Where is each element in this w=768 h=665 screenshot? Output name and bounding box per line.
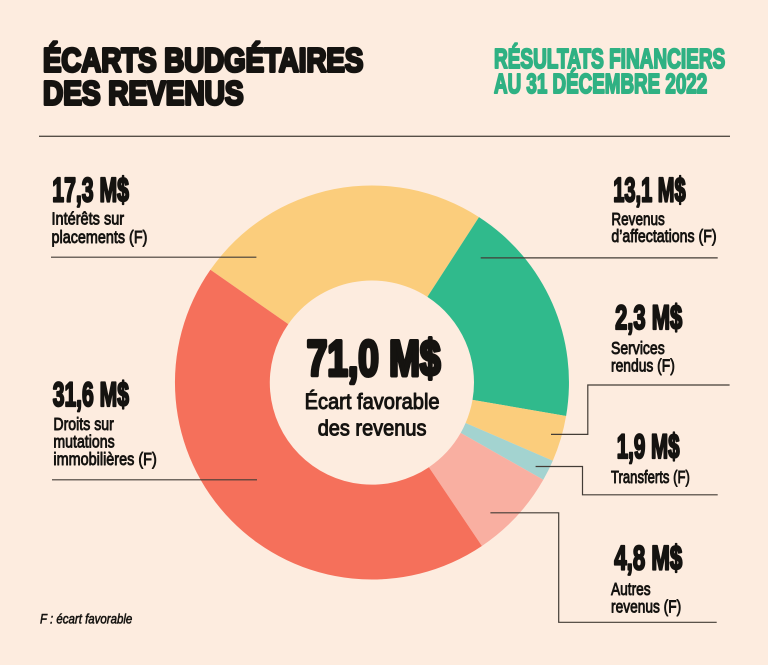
svg-text:placements (F): placements (F) bbox=[52, 228, 148, 248]
svg-text:1,9 M$: 1,9 M$ bbox=[617, 428, 680, 466]
svg-text:17,3 M$: 17,3 M$ bbox=[52, 172, 129, 210]
svg-text:2,3 M$: 2,3 M$ bbox=[615, 299, 682, 337]
svg-text:d’affectations (F): d’affectations (F) bbox=[611, 226, 716, 246]
svg-text:revenus (F): revenus (F) bbox=[611, 598, 681, 617]
svg-text:Intérêts sur: Intérêts sur bbox=[52, 209, 125, 229]
svg-text:Revenus: Revenus bbox=[611, 210, 664, 229]
svg-text:4,8 M$: 4,8 M$ bbox=[614, 540, 682, 578]
svg-text:71,0 M$: 71,0 M$ bbox=[307, 331, 441, 387]
svg-text:immobilières (F): immobilières (F) bbox=[53, 450, 156, 470]
svg-text:rendus (F): rendus (F) bbox=[611, 356, 675, 376]
svg-text:ÉCARTS BUDGÉTAIRES: ÉCARTS BUDGÉTAIRES bbox=[43, 41, 363, 79]
svg-text:31,6 M$: 31,6 M$ bbox=[53, 375, 129, 413]
svg-text:DES REVENUS: DES REVENUS bbox=[43, 74, 244, 112]
svg-text:mutations: mutations bbox=[53, 432, 114, 452]
svg-text:des revenus: des revenus bbox=[318, 416, 427, 440]
svg-text:RÉSULTATS FINANCIERS: RÉSULTATS FINANCIERS bbox=[494, 42, 725, 75]
svg-text:Services: Services bbox=[611, 338, 665, 358]
svg-text:13,1 M$: 13,1 M$ bbox=[613, 171, 686, 209]
svg-text:AU 31 DÉCEMBRE 2022: AU 31 DÉCEMBRE 2022 bbox=[494, 67, 707, 100]
svg-text:Écart favorable: Écart favorable bbox=[305, 390, 440, 414]
svg-text:Autres: Autres bbox=[611, 580, 651, 599]
svg-text:F : écart favorable: F : écart favorable bbox=[40, 610, 132, 626]
svg-text:Droits sur: Droits sur bbox=[53, 414, 114, 434]
svg-text:Transferts (F): Transferts (F) bbox=[611, 468, 690, 487]
